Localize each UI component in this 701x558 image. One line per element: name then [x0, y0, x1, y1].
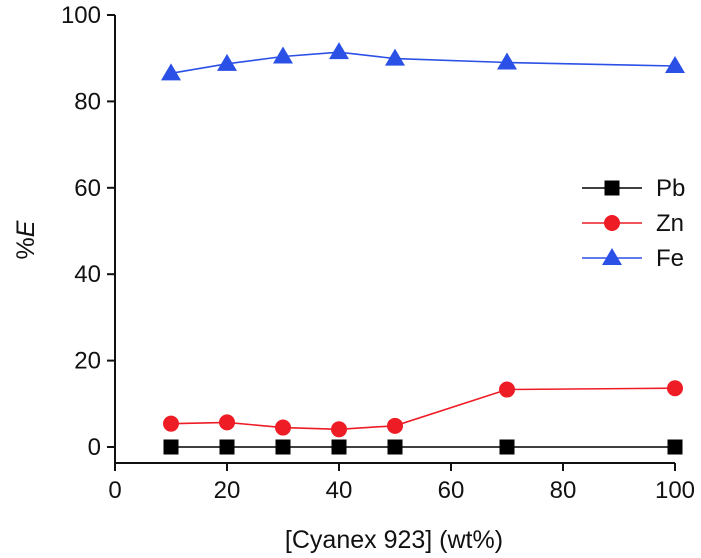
y-tick-label: 20: [74, 348, 101, 375]
data-point-pb: [331, 439, 347, 455]
data-point-zn: [163, 415, 179, 432]
data-point-pb: [275, 439, 291, 455]
data-point-zn: [667, 380, 683, 397]
legend-marker-fe: [602, 248, 622, 265]
data-point-fe: [665, 55, 685, 73]
data-point-zn: [331, 421, 347, 438]
y-tick-label: 60: [74, 175, 101, 202]
legend-item-fe: Fe: [582, 245, 684, 272]
data-point-fe: [273, 46, 293, 64]
y-tick-label: 0: [88, 434, 101, 461]
data-point-fe: [161, 63, 181, 81]
x-axis-label: [Cyanex 923] (wt%): [285, 526, 503, 554]
data-point-zn: [219, 414, 235, 431]
x-tick-label: 40: [326, 477, 353, 504]
x-tick-label: 80: [550, 477, 577, 504]
legend-item-pb: Pb: [582, 175, 685, 202]
data-point-fe: [497, 52, 517, 70]
axes: 0 20 40 60 80 100 0 20 40 60 80 100: [61, 2, 695, 504]
series-layer: [161, 42, 685, 455]
data-point-pb: [387, 439, 403, 455]
data-point-fe: [329, 42, 349, 60]
y-tick-label: 80: [74, 88, 101, 115]
y-axis-label-variable: E: [12, 220, 40, 237]
data-point-zn: [499, 381, 515, 398]
x-tick-label: 0: [108, 477, 121, 504]
x-tick-label: 100: [655, 477, 695, 504]
series-zn: [163, 380, 683, 438]
data-point-fe: [385, 48, 405, 66]
data-point-pb: [219, 439, 235, 455]
legend-marker-zn: [604, 215, 620, 231]
y-axis-label: %E: [12, 220, 40, 259]
x-tick-label: 20: [214, 477, 241, 504]
data-point-pb: [499, 439, 515, 455]
data-point-zn: [275, 419, 291, 436]
legend-label-fe: Fe: [656, 245, 684, 272]
data-point-pb: [667, 439, 683, 455]
series-line-zn: [170, 387, 676, 431]
legend-item-zn: Zn: [582, 210, 684, 237]
data-point-fe: [217, 53, 237, 71]
legend: Pb Zn Fe: [582, 175, 685, 272]
y-tick-label: 100: [61, 2, 101, 29]
legend-marker-pb: [604, 180, 620, 196]
legend-label-zn: Zn: [656, 210, 684, 237]
series-fe: [161, 42, 685, 81]
y-tick-label: 40: [74, 261, 101, 288]
y-axis-label-prefix: %: [12, 237, 40, 259]
series-line-fe: [170, 51, 676, 75]
data-point-pb: [163, 439, 179, 455]
legend-label-pb: Pb: [656, 175, 685, 202]
x-tick-label: 60: [438, 477, 465, 504]
data-point-zn: [387, 417, 403, 434]
series-pb: [163, 439, 683, 455]
